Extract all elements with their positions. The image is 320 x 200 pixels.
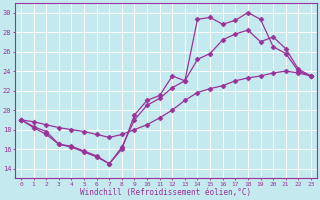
X-axis label: Windchill (Refroidissement éolien,°C): Windchill (Refroidissement éolien,°C) <box>80 188 252 197</box>
